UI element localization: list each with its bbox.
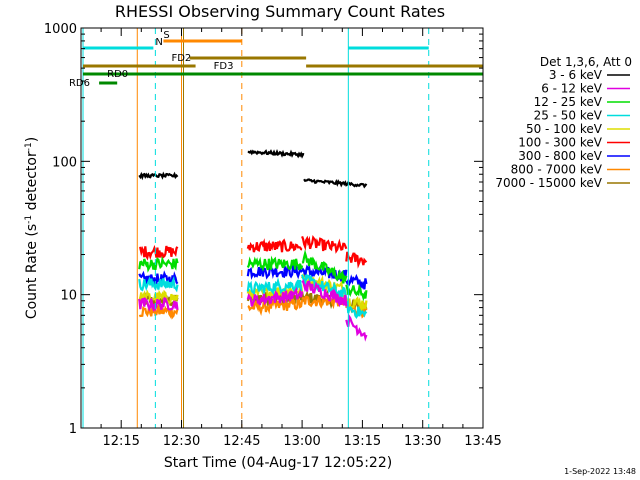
y-tick-label: 1 <box>69 422 77 437</box>
state-label-RD0: RD0 <box>107 69 128 80</box>
legend-label: 50 - 100 keV <box>526 122 603 136</box>
legend-label: 25 - 50 keV <box>534 109 603 123</box>
legend-label: 3 - 6 keV <box>549 68 603 82</box>
series-line-50-100keV <box>345 295 368 313</box>
state-label-FD3: FD3 <box>214 61 234 72</box>
series-line-100-300keV <box>246 238 303 253</box>
series-line-12-25keV <box>246 255 304 272</box>
x-tick-label: 12:15 <box>102 434 139 449</box>
series-line-100-300keV <box>139 244 179 261</box>
plot-frame <box>80 27 484 429</box>
x-tick-label: 12:45 <box>223 434 260 449</box>
y-label-sup1: -1 <box>24 215 34 224</box>
y-label-part3: ) <box>24 137 40 142</box>
legend-label: 100 - 300 keV <box>518 136 602 150</box>
series-line-300-800keV <box>345 273 368 290</box>
legend-title: Det 1,3,6, Att 0 <box>540 55 632 69</box>
series-line-3-6keV <box>303 178 368 189</box>
series-line-300-800keV <box>246 262 303 280</box>
y-label-part2: detector <box>24 151 40 215</box>
x-axis-label: Start Time (04-Aug-17 12:05:22) <box>164 455 392 471</box>
y-axis-label: Count Rate (s-1 detector-1) <box>24 137 40 319</box>
state-label-FD2: FD2 <box>171 53 191 64</box>
series-line-25-50keV <box>345 299 368 319</box>
series-line-12-25keV <box>345 283 368 302</box>
series-line-6-12keV <box>246 286 304 307</box>
series-line-6-12keV <box>301 279 348 308</box>
series-line-800-7000keV <box>138 305 179 320</box>
x-tick-label: 13:30 <box>404 434 441 449</box>
legend-label: 6 - 12 keV <box>541 82 603 96</box>
legend-label: 800 - 7000 keV <box>511 163 603 177</box>
series-line-12-25keV <box>138 255 179 273</box>
y-label-sup2: -1 <box>24 142 34 151</box>
chart-title: RHESSI Observing Summary Count Rates <box>115 2 445 21</box>
x-tick-label: 13:45 <box>464 434 501 449</box>
legend-label: 300 - 800 keV <box>518 149 602 163</box>
state-label-S: S <box>163 30 169 41</box>
state-label-RD6: RD6 <box>69 78 90 89</box>
y-tick-label: 100 <box>52 155 77 170</box>
y-label-part1: Count Rate (s <box>24 224 40 319</box>
series-line-3-6keV <box>138 171 179 181</box>
series-line-12-25keV <box>301 249 348 284</box>
series-line-6-12keV <box>138 296 179 313</box>
series-line-25-50keV <box>301 274 348 300</box>
timestamp: 1-Sep-2022 13:48 <box>564 467 636 476</box>
series-line-25-50keV <box>246 277 303 296</box>
x-tick-label: 13:00 <box>283 434 320 449</box>
series-line-100-300keV <box>345 251 368 269</box>
state-label-N: N <box>155 37 162 48</box>
x-tick-label: 12:30 <box>163 434 200 449</box>
y-tick-label: 1000 <box>44 22 77 37</box>
y-tick-label: 10 <box>60 289 77 304</box>
legend-label: 12 - 25 keV <box>534 95 603 109</box>
series-line-100-300keV <box>301 234 348 254</box>
legend-label: 7000 - 15000 keV <box>495 176 602 190</box>
x-tick-label: 13:15 <box>344 434 381 449</box>
series-line-6-12keV <box>345 313 368 342</box>
series-line-25-50keV <box>138 275 179 293</box>
series-line-3-6keV <box>247 148 305 159</box>
